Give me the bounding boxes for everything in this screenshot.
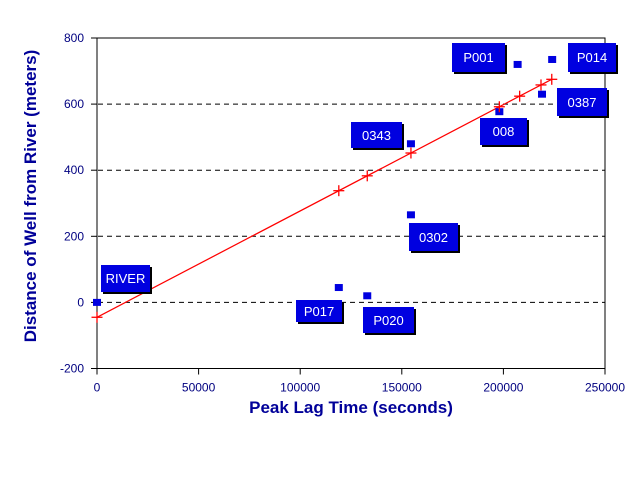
- x-tick-label-100000: 100000: [280, 381, 320, 395]
- y-tick-label--200: -200: [60, 362, 84, 376]
- y-tick-label-400: 400: [64, 163, 84, 177]
- marker-square-P001: [513, 60, 522, 68]
- marker-square-P014: [548, 55, 557, 63]
- y-tick-label-0: 0: [77, 295, 84, 309]
- point-label-P014: P014: [568, 43, 616, 72]
- x-tick-label-50000: 50000: [182, 381, 216, 395]
- point-label-P001: P001: [452, 43, 505, 72]
- marker-square-0302: [406, 211, 415, 219]
- trend-line: [96, 78, 553, 318]
- y-tick-label-200: 200: [64, 229, 84, 243]
- x-tick-label-200000: 200000: [483, 381, 523, 395]
- y-tick-label-600: 600: [64, 97, 84, 111]
- x-tick-label-150000: 150000: [382, 381, 422, 395]
- marker-square-0343: [406, 140, 415, 148]
- point-label-P017: P017: [296, 300, 342, 322]
- point-label-P020: P020: [363, 307, 414, 333]
- point-label-RIVER: RIVER: [101, 265, 150, 292]
- marker-square-P020: [363, 292, 372, 300]
- point-label-0302: 0302: [409, 223, 458, 251]
- x-tick-label-0: 0: [94, 381, 101, 395]
- marker-square-P017: [334, 284, 343, 292]
- point-label-0343: 0343: [351, 122, 402, 148]
- point-label-0387: 0387: [557, 88, 607, 116]
- x-tick-label-250000: 250000: [585, 381, 625, 395]
- point-label-008: 008: [480, 118, 527, 145]
- x-axis-title: Peak Lag Time (seconds): [249, 398, 453, 417]
- plot-frame: [96, 37, 606, 369]
- y-tick-label-800: 800: [64, 31, 84, 45]
- marker-square-0387: [538, 90, 547, 98]
- marker-square-RIVER: [93, 298, 101, 306]
